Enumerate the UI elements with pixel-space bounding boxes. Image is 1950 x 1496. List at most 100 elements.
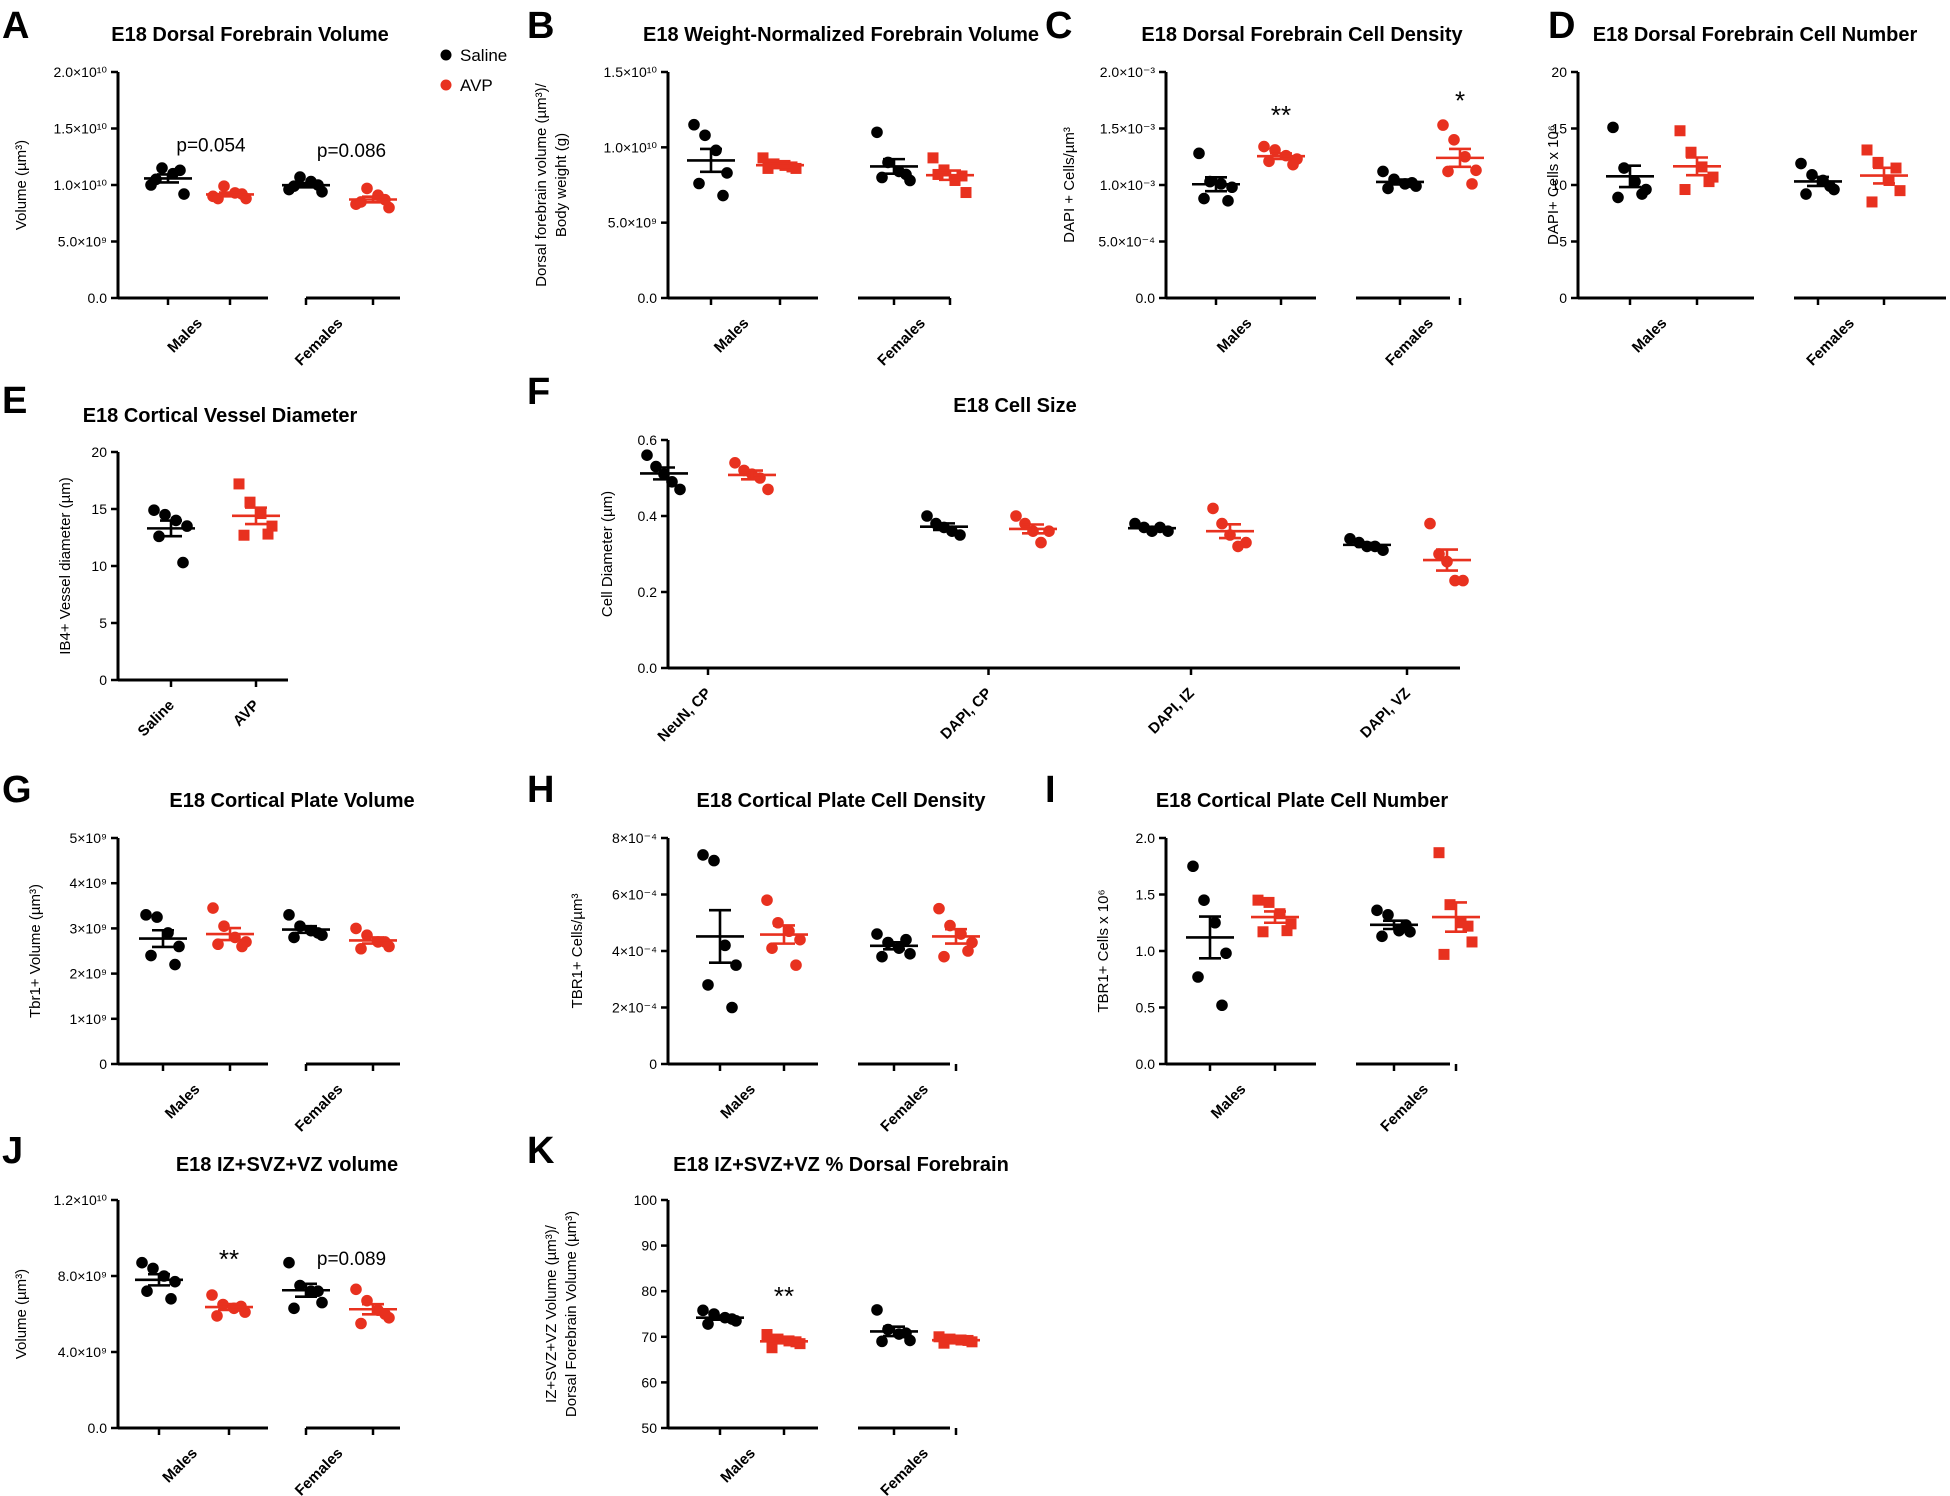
data-point [1043,525,1055,537]
x-tick-label-males: Males [1208,1081,1250,1123]
y-tick-label: 0.0 [638,660,658,676]
data-point [1129,517,1141,530]
chart-title: E18 Cortical Vessel Diameter [83,405,358,427]
x-tick-label-males: Males [717,1081,759,1123]
data-point [1193,147,1205,160]
y-tick-label: 70 [641,1329,657,1345]
data-point [379,936,391,948]
data-point [233,478,245,490]
data-point [1192,971,1204,983]
data-point [1470,164,1482,177]
data-point [136,1256,148,1269]
y-axis-label: IB4+ Vessel diameter (µm) [57,477,74,654]
y-tick-label: 0.0 [88,290,108,306]
panel-a: A E18 Dorsal Forebrain Volume 0.0 5.0×10⁹ 1.… [2,5,400,369]
data-point [1444,899,1456,911]
y-axis-label: TBR1+ Cells x 10⁶ [1095,889,1112,1012]
data-point [1382,909,1394,921]
panel-letter: F [527,371,550,413]
legend: Saline AVP [440,46,507,95]
data-point [786,161,798,173]
x-tick-label-females: Females [877,1081,931,1135]
data-point [1612,191,1624,204]
data-point [1010,510,1022,522]
x-tick-label-males: Males [159,1445,201,1487]
y-tick-label: 50 [641,1420,657,1436]
data-point [1257,926,1269,938]
y-tick-label: 5×10⁹ [69,830,107,846]
data-point [294,171,306,183]
panel-j: J E18 IZ+SVZ+VZ volume 0.0 4.0×10⁹ 8.0×10⁹ 1.… [2,1130,400,1496]
data-point [693,177,705,190]
panel-letter: J [2,1130,23,1172]
data-point [697,849,709,861]
x-tick-label-females: Females [1382,315,1436,369]
data-point [1198,894,1210,906]
y-tick-label: 0.0 [1136,290,1156,306]
data-point [350,1283,362,1296]
panel-letter: G [2,769,32,811]
data-point [960,187,972,199]
y-tick-label: 5 [1559,234,1567,250]
data-point [871,126,883,139]
chart-title: E18 Dorsal Forebrain Volume [111,24,389,46]
x-tick-label-females: Females [292,1081,346,1135]
data-point [761,1329,773,1341]
data-point [766,942,778,954]
x-tick-label-females: Females [292,1445,346,1496]
y-tick-label: 8×10⁻⁴ [612,830,657,846]
data-point [1371,904,1383,917]
significance-label: ** [219,1244,239,1274]
panel-letter: H [527,769,554,811]
data-point [288,931,300,944]
data-point [674,483,686,496]
data-point [1806,169,1818,181]
x-tick-label-dapi-vz: DAPI, VZ [1357,685,1414,742]
data-point [962,945,974,957]
data-point [1703,176,1715,188]
data-point [151,911,163,923]
x-tick-label-males: Males [162,1081,204,1123]
data-point [1281,925,1293,937]
y-tick-label: 10 [91,558,107,574]
data-point [1466,178,1478,190]
data-point [702,1318,714,1330]
data-point [1377,165,1389,178]
data-point [1883,174,1895,186]
data-point [1466,936,1478,948]
data-point [876,1335,888,1348]
data-point [206,1289,218,1301]
data-point [1861,144,1873,156]
data-point [1685,146,1697,158]
data-point [283,1256,295,1269]
data-point [173,940,185,953]
data-point [211,1310,223,1322]
data-point [156,162,168,174]
data-point [1285,918,1297,930]
x-tick-label-dapi-cp: DAPI, CP [937,685,995,743]
panel-h: H E18 Cortical Plate Cell Density 0 2×10⁻⁴ 4… [527,769,986,1135]
significance-label: ** [774,1281,794,1311]
significance-label: p=0.054 [176,135,246,156]
chart-title: E18 Dorsal Forebrain Cell Density [1141,24,1463,46]
y-tick-label: 0.5 [1136,1000,1156,1016]
data-point [1800,188,1812,200]
chart-title: E18 Cortical Plate Volume [169,790,414,812]
y-tick-label: 0.0 [638,290,658,306]
data-point [1220,947,1232,960]
y-tick-label: 5.0×10⁹ [58,234,107,250]
chart-title: E18 Weight-Normalized Forebrain Volume [643,24,1039,46]
y-tick-label: 0.0 [88,1420,108,1436]
data-point [1344,533,1356,545]
data-point [697,1304,709,1317]
panel-letter: B [527,5,554,47]
data-point [1457,574,1469,587]
panel-letter: K [527,1130,555,1172]
x-tick-label-males: Males [711,315,753,357]
data-point [1209,916,1221,929]
data-point [218,180,230,192]
data-point [1424,517,1436,530]
data-point [1462,920,1474,932]
data-point [900,933,912,946]
